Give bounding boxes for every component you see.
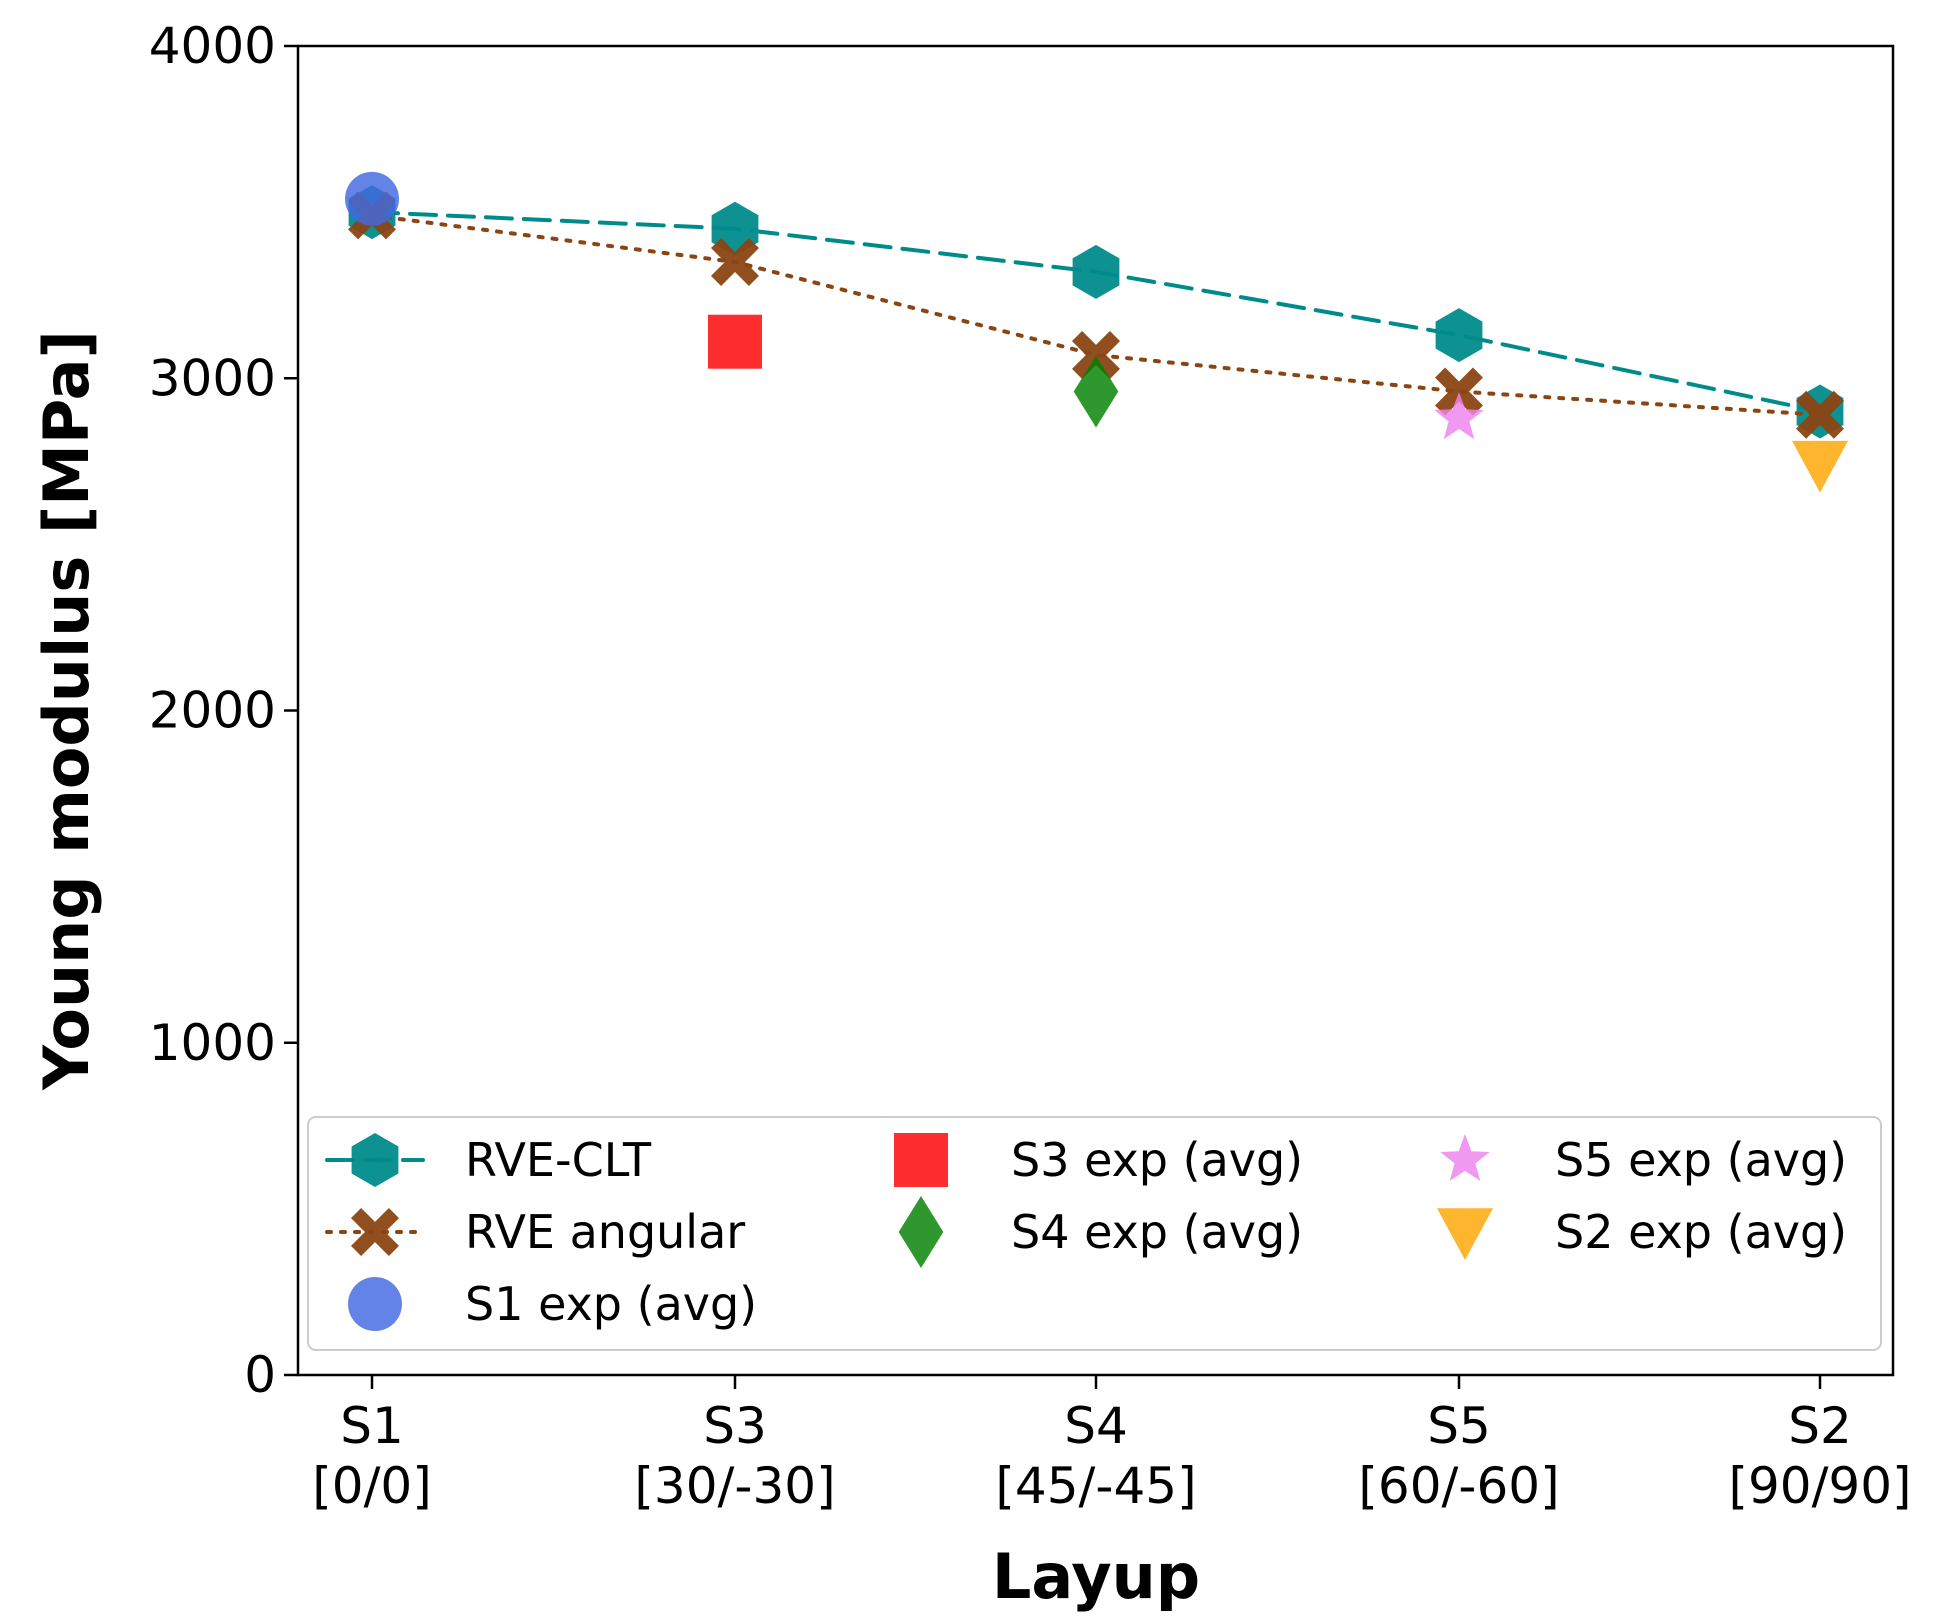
point-s4-exp-avg xyxy=(1073,355,1119,428)
x-tick-label-angle: [30/-30] xyxy=(634,1457,835,1515)
legend-label-s2-exp-avg: S2 exp (avg) xyxy=(1555,1205,1847,1259)
legend-marker-s5-exp-avg xyxy=(1440,1134,1490,1181)
series-marker-rve-angular xyxy=(711,238,759,286)
x-tick-label-code: S5 xyxy=(1427,1397,1491,1455)
y-tick-label: 2000 xyxy=(149,682,276,740)
legend-marker-s4-exp-avg xyxy=(898,1196,944,1268)
legend-label-s3-exp-avg: S3 exp (avg) xyxy=(1011,1133,1303,1187)
legend-marker-s1-exp-avg xyxy=(348,1277,402,1331)
y-tick-label: 0 xyxy=(244,1346,276,1404)
legend-label-rve-clt: RVE-CLT xyxy=(465,1133,652,1187)
series-marker-rve-clt xyxy=(1072,244,1120,299)
legend-label-rve-angular: RVE angular xyxy=(465,1205,745,1259)
x-tick-label-angle: [0/0] xyxy=(312,1457,431,1515)
point-s5-exp-avg xyxy=(1434,392,1484,440)
axes-layer: 0 1000 2000 3000 4000 S1[0/0] S3[30/-30] S4[45/… xyxy=(149,17,1912,1515)
x-axis-title: Layup xyxy=(992,1540,1200,1613)
y-tick-label: 3000 xyxy=(149,349,276,407)
y-tick-label: 1000 xyxy=(149,1014,276,1072)
x-tick-label-code: S3 xyxy=(703,1397,767,1455)
x-tick-label-code: S4 xyxy=(1064,1397,1128,1455)
legend-label-s1-exp-avg: S1 exp (avg) xyxy=(465,1277,757,1331)
point-s3-exp-avg xyxy=(708,314,762,369)
legend-box xyxy=(307,1116,1882,1351)
y-axis-title: Young modulus [MPa] xyxy=(30,330,103,1091)
x-tick-label-code: S2 xyxy=(1788,1397,1852,1455)
series-layer xyxy=(348,185,1844,439)
x-tick-label-angle: [45/-45] xyxy=(995,1457,1196,1515)
series-marker-rve-angular xyxy=(1796,390,1844,439)
series-marker-rve-angular xyxy=(1072,331,1120,379)
series-marker-rve-clt xyxy=(1435,308,1483,363)
x-tick-label-angle: [60/-60] xyxy=(1358,1457,1559,1515)
legend: RVE-CLT RVE angular S1 exp (avg) S3 exp (av… xyxy=(307,1116,1882,1351)
legend-marker-s2-exp-avg xyxy=(1437,1208,1493,1260)
legend-marker-rve-clt xyxy=(351,1133,399,1187)
points-layer xyxy=(345,171,1848,493)
legend-marker-rve-angular xyxy=(351,1208,399,1256)
legend-label-s4-exp-avg: S4 exp (avg) xyxy=(1011,1205,1303,1259)
y-tick-label: 4000 xyxy=(149,17,276,75)
x-tick-label-code: S1 xyxy=(340,1397,404,1455)
legend-marker-s3-exp-avg xyxy=(894,1133,948,1187)
point-s2-exp-avg xyxy=(1792,440,1848,493)
x-tick-label-angle: [90/90] xyxy=(1728,1457,1911,1515)
series-marker-rve-angular xyxy=(1435,367,1483,416)
legend-label-s5-exp-avg: S5 exp (avg) xyxy=(1555,1133,1847,1187)
point-s1-exp-avg xyxy=(345,171,399,226)
series-line-rve-angular xyxy=(370,213,1822,417)
